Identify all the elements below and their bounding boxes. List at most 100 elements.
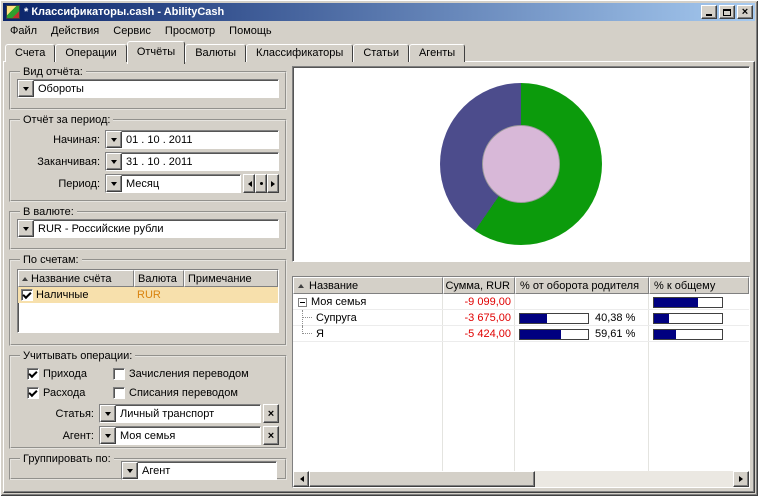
col-name-label: Название (309, 280, 358, 292)
collapse-expander-icon[interactable] (298, 298, 307, 307)
group-report-period: Отчёт за период: Начиная: 01 . 10 . 2011… (9, 114, 287, 202)
chevron-down-icon (23, 227, 29, 234)
menu-service[interactable]: Сервис (106, 23, 158, 39)
row-total-pct-cell (649, 294, 749, 310)
tab-agents[interactable]: Агенты (409, 44, 465, 62)
tab-accounts[interactable]: Счета (5, 44, 55, 62)
menu-view[interactable]: Просмотр (158, 23, 222, 39)
period-forward-button[interactable] (267, 174, 279, 193)
tab-classifiers[interactable]: Классификаторы (246, 44, 353, 62)
end-date-label: Заканчивая: (17, 156, 105, 168)
menu-actions[interactable]: Действия (44, 23, 106, 39)
sort-ascending-icon (298, 281, 304, 288)
grouping-combo[interactable]: Агент (121, 461, 277, 480)
scroll-right-button[interactable] (733, 471, 749, 487)
accounts-col-currency[interactable]: Валюта (134, 270, 184, 287)
title-bar[interactable]: * Классификаторы.cash - AbilityCash × (3, 3, 755, 21)
tab-currencies[interactable]: Валюты (185, 44, 246, 62)
tab-reports[interactable]: Отчёты (127, 41, 185, 64)
col-parent-pct-header[interactable]: % от оборота родителя (515, 277, 649, 294)
tab-articles[interactable]: Статьи (353, 44, 409, 62)
agent-dropdown-button[interactable] (100, 427, 116, 444)
col-sum-header[interactable]: Сумма, RUR (443, 277, 515, 294)
start-date-combo[interactable]: 01 . 10 . 2011 (105, 130, 279, 149)
table-row-me[interactable]: Я -5 424,00 59,61 % (293, 326, 749, 342)
group-report-type: Вид отчёта: Обороты (9, 66, 287, 110)
accounts-col-name[interactable]: Название счёта (18, 270, 134, 287)
row-parent-pct-cell: 40,38 % (515, 310, 649, 326)
period-step-combo[interactable]: Месяц (105, 174, 241, 193)
scrollbar-track[interactable] (309, 471, 733, 487)
report-type-dropdown-button[interactable] (18, 80, 34, 97)
start-date-label: Начиная: (17, 134, 105, 146)
report-type-combo[interactable]: Обороты (17, 79, 279, 98)
chart-panel (292, 66, 750, 262)
expense-checkbox[interactable] (27, 387, 39, 399)
minimize-icon (706, 14, 712, 16)
income-checkbox[interactable] (27, 368, 39, 380)
horizontal-scrollbar[interactable] (293, 471, 749, 487)
parent-pct-bar-fill (520, 314, 547, 323)
grouping-dropdown-button[interactable] (122, 462, 138, 479)
menu-bar: Файл Действия Сервис Просмотр Помощь (3, 21, 755, 40)
tree-branch-icon (302, 310, 316, 326)
accounts-col-note[interactable]: Примечание (184, 270, 278, 287)
close-button[interactable]: × (737, 5, 753, 19)
expense-option[interactable]: Расхода (27, 387, 113, 399)
table-row-spouse[interactable]: Супруга -3 675,00 40,38 % (293, 310, 749, 326)
row-name-cell: Я (293, 326, 443, 342)
sort-ascending-icon (22, 274, 28, 281)
period-step-dropdown-button[interactable] (106, 175, 122, 192)
menu-help[interactable]: Помощь (222, 23, 279, 39)
maximize-icon (723, 9, 731, 16)
end-date-combo[interactable]: 31 . 10 . 2011 (105, 152, 279, 171)
transfer-in-option[interactable]: Зачисления переводом (113, 368, 249, 380)
scroll-left-button[interactable] (293, 471, 309, 487)
menu-file[interactable]: Файл (3, 23, 44, 39)
parent-pct-bar-fill (520, 330, 561, 339)
tab-control: Счета Операции Отчёты Валюты Классификат… (3, 41, 755, 493)
period-step-label: Период: (17, 178, 105, 190)
article-label: Статья: (17, 408, 99, 420)
period-nav-buttons (243, 174, 279, 193)
account-row[interactable]: Наличные RUR (18, 287, 278, 303)
chevron-down-icon (111, 160, 117, 167)
row-name-cell: Супруга (293, 310, 443, 326)
row-sum: -5 424,00 (443, 326, 515, 342)
group-report-period-title: Отчёт за период: (20, 114, 113, 126)
chevron-down-icon (111, 182, 117, 189)
article-clear-button[interactable]: × (263, 404, 279, 423)
end-date-dropdown-button[interactable] (106, 153, 122, 170)
tree-branch-end-icon (302, 326, 316, 334)
currency-dropdown-button[interactable] (18, 220, 34, 237)
scrollbar-thumb[interactable] (309, 471, 535, 487)
parent-pct-bar (519, 329, 589, 340)
transfer-out-checkbox[interactable] (113, 387, 125, 399)
transfer-in-label: Зачисления переводом (129, 368, 249, 380)
income-option[interactable]: Прихода (27, 368, 113, 380)
period-back-button[interactable] (243, 174, 255, 193)
chevron-down-icon (111, 138, 117, 145)
agent-combo[interactable]: Моя семья (99, 426, 261, 445)
agent-clear-button[interactable]: × (263, 426, 279, 445)
total-pct-bar (653, 313, 723, 324)
col-total-pct-header[interactable]: % к общему (649, 277, 749, 294)
report-table-body: Моя семья -9 099,00 Супруга (293, 294, 749, 471)
tab-operations[interactable]: Операции (55, 44, 126, 62)
period-current-button[interactable] (255, 174, 267, 193)
col-name-header[interactable]: Название (293, 277, 443, 294)
currency-value: RUR - Российские рубли (34, 220, 278, 237)
minimize-button[interactable] (701, 5, 717, 19)
account-checkbox[interactable] (21, 289, 33, 301)
maximize-button[interactable] (719, 5, 735, 19)
accounts-table: Название счёта Валюта Примечание Наличны… (17, 269, 279, 333)
transfer-out-option[interactable]: Списания переводом (113, 387, 238, 399)
period-step-value: Месяц (122, 175, 240, 192)
currency-combo[interactable]: RUR - Российские рубли (17, 219, 279, 238)
start-date-dropdown-button[interactable] (106, 131, 122, 148)
row-total-pct-cell (649, 310, 749, 326)
table-row-family[interactable]: Моя семья -9 099,00 (293, 294, 749, 310)
article-dropdown-button[interactable] (100, 405, 116, 422)
article-combo[interactable]: Личный транспорт (99, 404, 261, 423)
transfer-in-checkbox[interactable] (113, 368, 125, 380)
